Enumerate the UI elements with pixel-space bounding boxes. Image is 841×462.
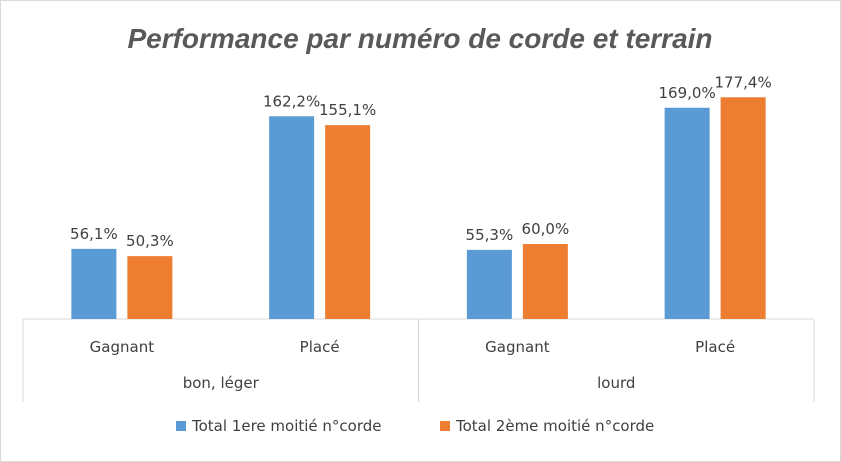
category-label: Placé: [695, 338, 735, 356]
bars: [71, 97, 766, 319]
legend-swatch: [176, 421, 186, 431]
bar: [127, 256, 173, 319]
category-label: Placé: [300, 338, 340, 356]
bar: [720, 97, 766, 319]
legend-entry: Total 1ere moitié n°corde: [191, 417, 382, 435]
group-labels: bon, léger lourd: [183, 374, 636, 392]
axes: [22, 318, 815, 402]
data-label: 162,2%: [263, 92, 320, 110]
category-label: Gagnant: [90, 338, 155, 356]
chart-title: Performance par numéro de corde et terra…: [127, 23, 712, 54]
data-label: 60,0%: [522, 220, 570, 238]
category-label: Gagnant: [485, 338, 550, 356]
group-label: bon, léger: [183, 374, 260, 392]
group-label: lourd: [597, 374, 635, 392]
legend-swatch: [440, 421, 450, 431]
bar: [71, 248, 117, 319]
bar: [325, 125, 371, 319]
data-label: 55,3%: [466, 226, 514, 244]
legend-entry: Total 2ème moitié n°corde: [455, 417, 654, 435]
data-label: 50,3%: [126, 232, 174, 250]
data-label: 155,1%: [319, 101, 376, 119]
bar: [522, 244, 568, 319]
data-label: 56,1%: [70, 225, 118, 243]
data-label: 177,4%: [715, 73, 772, 91]
bar: [269, 116, 315, 319]
data-label: 169,0%: [659, 84, 716, 102]
legend: Total 1ere moitié n°corde Total 2ème moit…: [176, 417, 654, 435]
data-labels: 56,1% 50,3% 162,2%155,1% 55,3% 60,0% 169,0%17…: [70, 73, 772, 250]
category-labels: Gagnant Placé Gagnant Placé: [90, 338, 735, 356]
bar: [664, 107, 710, 319]
bar: [466, 249, 512, 319]
